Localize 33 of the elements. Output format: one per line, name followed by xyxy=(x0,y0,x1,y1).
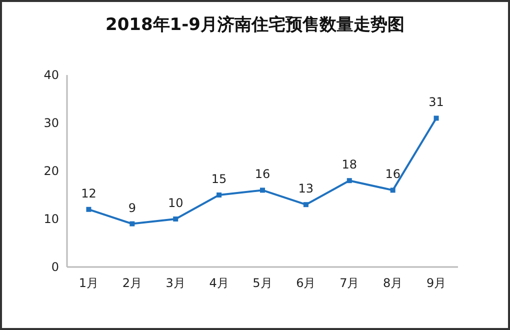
x-tick-label: 8月 xyxy=(383,276,403,290)
x-tick-label: 4月 xyxy=(209,276,229,290)
x-tick-label: 3月 xyxy=(166,276,186,290)
point xyxy=(260,188,265,193)
x-tick-label: 1月 xyxy=(78,276,99,290)
y-tick-label: 20 xyxy=(44,164,59,178)
point xyxy=(434,116,439,121)
y-tick-label: 10 xyxy=(44,212,59,226)
data-label: 9 xyxy=(128,200,136,215)
x-tick-label: 7月 xyxy=(340,276,360,290)
point xyxy=(216,192,222,198)
y-tick-label: 40 xyxy=(44,68,59,82)
data-label: 12 xyxy=(81,186,96,200)
data-label: 18 xyxy=(342,158,358,172)
point xyxy=(390,188,396,193)
x-tick-label: 9月 xyxy=(426,276,446,290)
point xyxy=(303,202,308,208)
data-label: 16 xyxy=(385,167,400,182)
data-label: 31 xyxy=(428,95,444,110)
y-tick-label: 30 xyxy=(44,116,59,130)
x-tick-label: 6月 xyxy=(296,276,316,290)
point xyxy=(346,178,352,184)
data-label: 13 xyxy=(298,182,314,196)
point xyxy=(130,221,135,226)
chart-title: 2018年1-9月济南住宅预售数量走势图 xyxy=(105,15,405,35)
x-tick-label: 5月 xyxy=(252,276,272,290)
data-label: 10 xyxy=(168,196,184,210)
x-tick-label: 2月 xyxy=(122,276,142,290)
y-tick-label: 0 xyxy=(51,260,59,274)
data-label: 15 xyxy=(211,172,227,186)
point xyxy=(86,206,92,212)
data-label: 16 xyxy=(254,167,270,182)
point xyxy=(173,216,178,222)
